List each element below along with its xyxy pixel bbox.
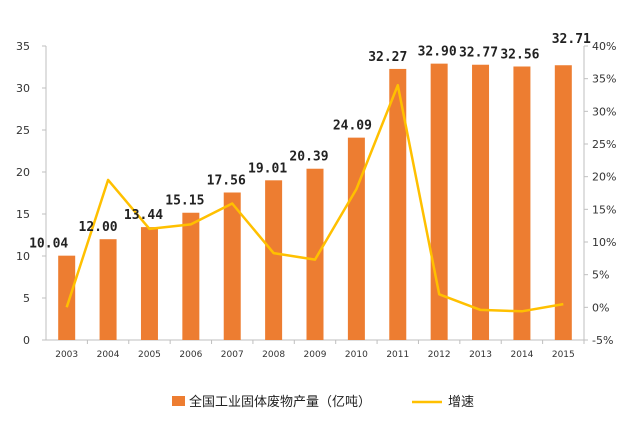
- y-right-tick-label: 25%: [592, 138, 616, 151]
- y-right-tick-label: 40%: [592, 40, 616, 53]
- bar: [182, 212, 200, 340]
- y-left-tick-label: 20: [16, 166, 30, 179]
- x-tick-label: 2004: [97, 350, 120, 360]
- x-tick-label: 2012: [428, 350, 451, 360]
- x-tick-label: 2013: [469, 350, 492, 360]
- data-label: 32.71: [552, 32, 591, 47]
- bar: [58, 255, 76, 340]
- data-label: 10.04: [29, 237, 68, 252]
- x-tick-label: 2008: [262, 350, 285, 360]
- data-label: 15.15: [165, 194, 204, 209]
- y-right-tick-label: 0%: [592, 301, 609, 314]
- data-label: 19.01: [248, 161, 287, 176]
- y-left-tick-label: 35: [16, 40, 30, 53]
- x-tick-label: 2011: [386, 350, 409, 360]
- data-label: 17.56: [207, 173, 246, 188]
- legend-label-line: 增速: [448, 395, 474, 410]
- legend-swatch-bar: [172, 396, 185, 406]
- bar: [389, 68, 407, 340]
- bar: [430, 63, 448, 340]
- y-right-tick-label: 10%: [592, 236, 616, 249]
- bar: [472, 64, 490, 341]
- y-left-tick-label: 30: [16, 82, 30, 95]
- data-label: 12.00: [79, 220, 118, 235]
- data-label: 32.27: [368, 50, 407, 65]
- bar: [347, 137, 365, 340]
- y-left-tick-label: 0: [23, 334, 30, 347]
- bar: [513, 66, 531, 340]
- data-label: 13.44: [124, 208, 163, 223]
- y-right-tick-label: 5%: [592, 269, 609, 282]
- y-left-tick-label: 5: [23, 292, 30, 305]
- y-left-tick-label: 25: [16, 124, 30, 137]
- x-tick-label: 2007: [221, 350, 244, 360]
- bar: [554, 65, 572, 341]
- y-right-tick-label: 15%: [592, 203, 616, 216]
- x-tick-label: 2006: [179, 350, 202, 360]
- data-label: 32.77: [459, 46, 498, 61]
- bar: [306, 168, 324, 340]
- data-label: 32.90: [418, 45, 457, 60]
- bar-series: [58, 63, 572, 341]
- y-right-tick-label: 20%: [592, 171, 616, 184]
- data-label: 20.39: [289, 150, 328, 165]
- legend: 全国工业固体废物产量（亿吨） 增速: [172, 394, 474, 410]
- y-left-tick-label: 15: [16, 208, 30, 221]
- y-right-tick-label: 35%: [592, 73, 616, 86]
- tick-labels: 0 5 10 15 20 25 30 35 -5% 0% 5% 10% 15% 20% 25% 30% 35% 4…: [16, 40, 616, 360]
- bar: [265, 180, 283, 340]
- line-series: [65, 83, 564, 313]
- x-tick-label: 2003: [55, 350, 78, 360]
- x-tick-label: 2015: [552, 350, 575, 360]
- data-label: 24.09: [333, 119, 372, 134]
- bar: [99, 239, 117, 340]
- y-left-tick-label: 10: [16, 250, 30, 263]
- legend-label-bar: 全国工业固体废物产量（亿吨）: [189, 394, 371, 410]
- x-tick-label: 2014: [510, 350, 533, 360]
- x-tick-label: 2005: [138, 350, 161, 360]
- data-label: 32.56: [500, 47, 539, 62]
- bar: [140, 227, 158, 340]
- y-right-tick-label: -5%: [592, 334, 613, 347]
- x-tick-label: 2009: [304, 350, 327, 360]
- y-right-tick-label: 30%: [592, 105, 616, 118]
- bar: [223, 192, 241, 340]
- x-tick-label: 2010: [345, 350, 368, 360]
